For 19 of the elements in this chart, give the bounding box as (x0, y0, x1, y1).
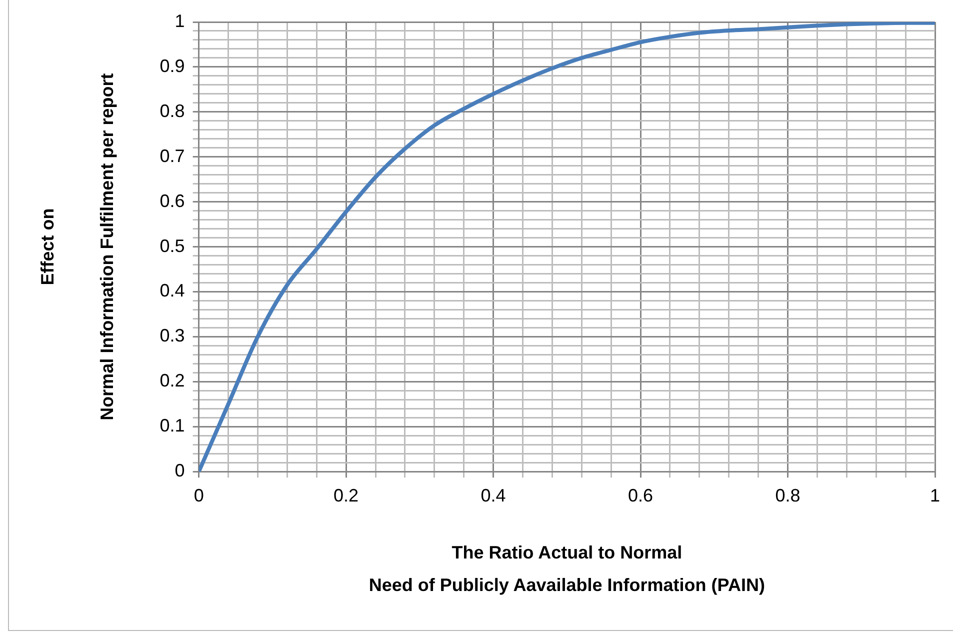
y-tick-label: 0.4 (160, 280, 185, 301)
y-tick-label: 0 (174, 460, 185, 481)
y-tick-label: 0.8 (160, 100, 185, 121)
y-tick-label: 0.5 (160, 236, 185, 256)
x-tick-label: 0.4 (480, 485, 506, 506)
x-tick-label: 1 (930, 485, 940, 506)
y-tick-label: 0.7 (160, 146, 185, 166)
text: Effect on Normal Information Fulfilment per report (38, 73, 118, 420)
y-tick-label: 0.3 (160, 326, 185, 346)
y-tick-label: 0.1 (160, 416, 185, 436)
y-tick-label: 0.2 (160, 370, 185, 391)
y-tick-label: 1 (174, 10, 185, 31)
x-tick-label: 0.6 (628, 485, 654, 506)
y-tick-label: 0.6 (160, 190, 185, 211)
x-axis-title: The Ratio Actual to Normal Need of Publicly Aavailable Information (PAIN) (368, 542, 765, 595)
x-tick-label: 0.8 (775, 485, 800, 506)
x-tick-label: 0 (194, 485, 204, 506)
x-tick-label: 0.2 (334, 485, 359, 506)
y-tick-label: 0.9 (160, 56, 185, 76)
